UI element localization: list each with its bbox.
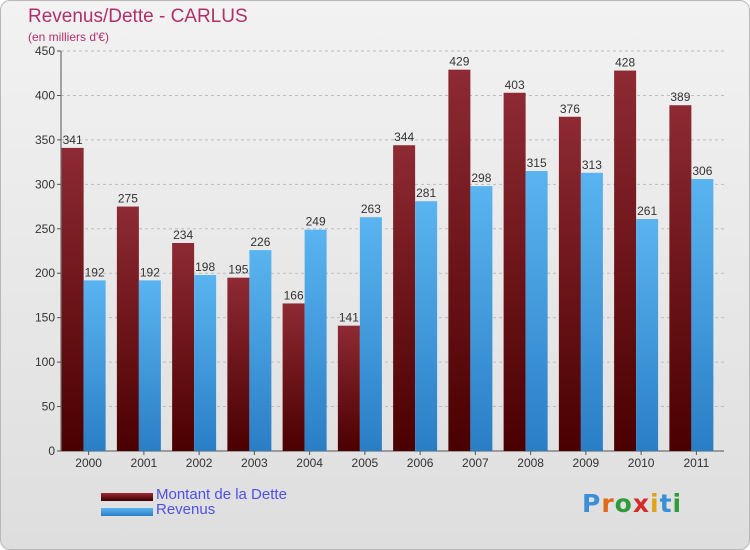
bar-revenus [194,275,217,451]
data-label-revenus: 261 [637,204,657,218]
y-tick-label: 0 [48,444,55,458]
y-tick-label: 50 [42,400,56,414]
bar-revenus [249,250,272,451]
y-tick-label: 200 [35,266,55,280]
data-label-revenus: 315 [527,156,547,170]
bar-revenus [415,201,438,451]
chart-subtitle: (en milliers d'€) [28,30,109,44]
data-label-dette: 428 [615,56,635,70]
x-tick-label: 2007 [462,456,489,470]
data-label-revenus: 313 [582,158,602,172]
x-tick-label: 2002 [186,456,213,470]
bar-dette [227,277,250,451]
bar-dette [614,70,637,452]
bar-dette [669,105,692,451]
legend-label-dette: Montant de la Dette [156,486,287,503]
logo-letter: t [659,489,673,518]
data-label-revenus: 198 [195,260,215,274]
y-tick-label: 100 [35,355,55,369]
data-label-dette: 429 [449,55,469,69]
data-label-revenus: 192 [85,265,105,279]
bar-revenus [138,280,161,451]
bar-revenus [636,219,659,451]
bar-dette [282,303,305,451]
bar-revenus [304,229,327,451]
bar-dette [61,147,84,451]
x-tick-label: 2004 [296,456,323,470]
x-tick-label: 2001 [131,456,158,470]
bar-dette [558,116,581,452]
data-label-dette: 195 [228,263,248,277]
data-label-revenus: 281 [416,186,436,200]
y-tick-label: 400 [35,88,55,102]
legend-swatch-revenus [101,508,153,516]
y-tick-label: 350 [35,133,55,147]
logo-letter: r [601,489,615,518]
bar-dette [448,69,471,452]
data-label-dette: 341 [63,133,83,147]
data-label-dette: 166 [284,288,304,302]
data-label-revenus: 263 [361,202,381,216]
data-label-revenus: 192 [140,265,160,279]
y-tick-label: 150 [35,311,55,325]
logo-letter: i [650,489,660,518]
x-tick-label: 2006 [407,456,434,470]
data-label-dette: 275 [118,192,138,206]
x-tick-label: 2010 [628,456,655,470]
logo-letter: i [672,489,683,518]
logo-letter: P [582,489,602,518]
data-label-dette: 344 [394,130,414,144]
legend-swatch-dette [101,493,153,501]
y-tick-label: 250 [35,222,55,236]
bar-dette [172,243,195,451]
bar-dette [393,145,416,451]
bar-dette [116,206,139,451]
x-tick-label: 2009 [573,456,600,470]
data-label-revenus: 226 [250,235,270,249]
data-label-dette: 141 [339,311,359,325]
data-label-dette: 389 [670,90,690,104]
x-tick-label: 2000 [75,456,102,470]
x-tick-label: 2011 [683,456,709,470]
data-label-revenus: 249 [306,215,326,229]
x-tick-label: 2005 [352,456,379,470]
data-label-revenus: 306 [692,164,712,178]
proxiti-logo: Proxiti [582,489,682,518]
logo-letter: x [632,489,650,518]
y-tick-label: 300 [35,177,55,191]
data-label-dette: 403 [505,78,525,92]
bar-dette [337,325,360,451]
x-tick-label: 2008 [517,456,544,470]
legend-label-revenus: Revenus [156,501,216,518]
bar-revenus [525,171,548,451]
x-tick-label: 2003 [241,456,268,470]
data-label-dette: 376 [560,102,580,116]
y-tick-label: 450 [35,44,55,58]
bar-dette [503,92,526,452]
data-label-dette: 234 [173,228,193,242]
bar-revenus [691,179,714,451]
chart-title: Revenus/Dette - CARLUS [28,6,248,27]
bar-revenus [83,280,106,451]
data-label-revenus: 298 [471,171,491,185]
bar-revenus [470,186,493,451]
bar-revenus [359,217,382,451]
logo-letter: o [614,489,633,518]
bar-revenus [580,172,603,451]
